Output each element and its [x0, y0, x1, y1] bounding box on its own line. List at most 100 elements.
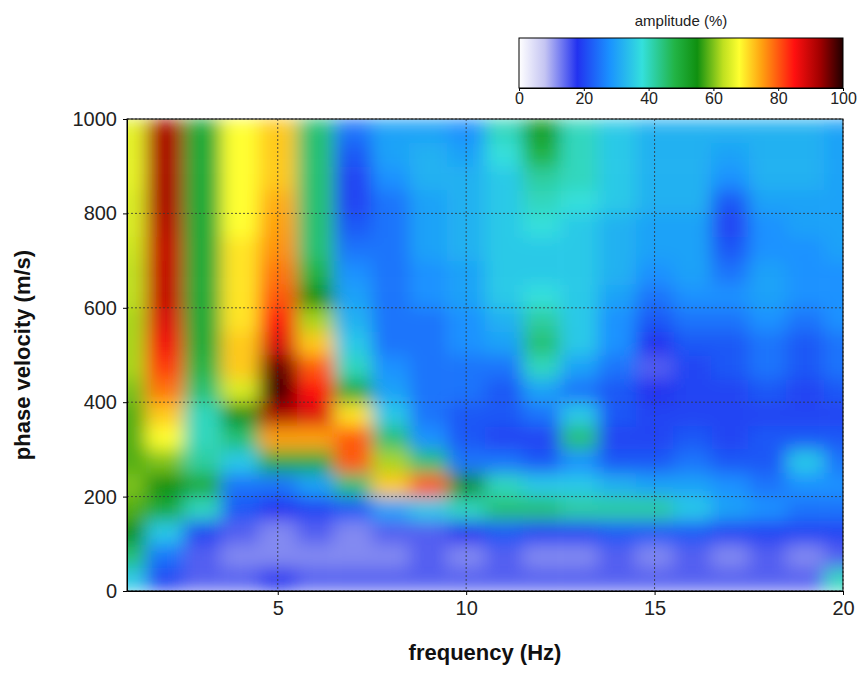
- heatmap-cell: [410, 308, 448, 332]
- heatmap-cell: [372, 119, 410, 143]
- heatmap-cell: [372, 331, 410, 355]
- heatmap-cell: [127, 473, 146, 497]
- heatmap-cell: [297, 520, 335, 544]
- heatmap-cell: [824, 520, 843, 544]
- heatmap-cell: [786, 284, 824, 308]
- heatmap-cell: [485, 426, 523, 450]
- heatmap-cell: [824, 544, 843, 568]
- heatmap-cell: [146, 213, 184, 237]
- heatmap-cell: [749, 119, 787, 143]
- y-axis-title: phase velocity (m/s): [10, 250, 35, 460]
- heatmap-cell: [184, 544, 222, 568]
- heatmap-cell: [786, 261, 824, 285]
- plot-area: [127, 119, 843, 591]
- heatmap-cell: [334, 213, 372, 237]
- tick-mark: [123, 308, 127, 309]
- heatmap-cell: [334, 237, 372, 261]
- heatmap-cell: [598, 143, 636, 167]
- x-axis-tick: 15: [644, 591, 666, 619]
- heatmap-cell: [711, 213, 749, 237]
- heatmap-cell: [786, 213, 824, 237]
- heatmap-cell: [523, 473, 561, 497]
- heatmap-cell: [711, 331, 749, 355]
- y-axis-line: [127, 120, 128, 592]
- heatmap-cell: [372, 449, 410, 473]
- tick-label: 0: [106, 580, 117, 602]
- heatmap-cell: [221, 426, 259, 450]
- heatmap-cell: [184, 284, 222, 308]
- heatmap-cell: [598, 449, 636, 473]
- y-axis-tick: 400: [84, 391, 127, 413]
- tick-mark: [123, 497, 127, 498]
- heatmap-cell: [334, 544, 372, 568]
- heatmap-cell: [146, 284, 184, 308]
- heatmap-cell: [372, 213, 410, 237]
- colorbar-tick: 0: [515, 88, 524, 107]
- heatmap-cell: [560, 449, 598, 473]
- heatmap-cell: [146, 449, 184, 473]
- grid-line-x: [277, 119, 278, 591]
- heatmap-cell: [523, 567, 561, 591]
- heatmap-cell: [334, 119, 372, 143]
- y-axis-tick: 200: [84, 486, 127, 508]
- heatmap-cell: [598, 213, 636, 237]
- heatmap-cell: [786, 426, 824, 450]
- heatmap-cell: [598, 261, 636, 285]
- heatmap-cell: [297, 497, 335, 521]
- heatmap-cell: [372, 261, 410, 285]
- heatmap-cell: [334, 402, 372, 426]
- heatmap-cell: [786, 520, 824, 544]
- heatmap-cell: [259, 449, 297, 473]
- heatmap-cell: [749, 166, 787, 190]
- tick-label: 0: [515, 90, 524, 107]
- heatmap-cell: [297, 190, 335, 214]
- tick-label: 80: [770, 90, 788, 107]
- heatmap-cell: [221, 143, 259, 167]
- heatmap-cell: [560, 426, 598, 450]
- heatmap-cell: [334, 284, 372, 308]
- heatmap-cell: [146, 567, 184, 591]
- colorbar-tick: 20: [575, 88, 593, 107]
- heatmap-cell: [334, 379, 372, 403]
- y-axis-tick: 1000: [73, 108, 128, 130]
- heatmap-cell: [749, 213, 787, 237]
- heatmap-cell: [749, 331, 787, 355]
- heatmap-cell: [523, 449, 561, 473]
- heatmap-cell: [447, 402, 485, 426]
- heatmap-cell: [146, 355, 184, 379]
- heatmap-cell: [127, 308, 146, 332]
- heatmap-cell: [523, 213, 561, 237]
- heatmap-cell: [711, 520, 749, 544]
- heatmap-cell: [824, 237, 843, 261]
- heatmap-cell: [334, 331, 372, 355]
- heatmap-cell: [221, 261, 259, 285]
- heatmap-cell: [523, 497, 561, 521]
- heatmap-cell: [786, 449, 824, 473]
- heatmap-cell: [711, 308, 749, 332]
- heatmap-cell: [560, 143, 598, 167]
- heatmap-cell: [598, 119, 636, 143]
- heatmap-cell: [636, 402, 674, 426]
- heatmap-cell: [146, 331, 184, 355]
- heatmap-cell: [673, 237, 711, 261]
- heatmap-cell: [297, 544, 335, 568]
- tick-label: 40: [640, 90, 658, 107]
- tick-label: 600: [84, 297, 117, 319]
- heatmap-cell: [598, 497, 636, 521]
- tick-mark: [123, 119, 127, 120]
- tick-label: 15: [644, 597, 666, 619]
- heatmap-cell: [786, 237, 824, 261]
- heatmap-cell: [598, 379, 636, 403]
- heatmap-cell: [786, 190, 824, 214]
- heatmap-cell: [410, 190, 448, 214]
- heatmap-cell: [372, 237, 410, 261]
- grid-line-x: [654, 119, 655, 591]
- heatmap-cell: [485, 473, 523, 497]
- heatmap-cell: [485, 166, 523, 190]
- heatmap-cell: [221, 544, 259, 568]
- heatmap-cell: [598, 544, 636, 568]
- heatmap-cell: [184, 355, 222, 379]
- heatmap-cell: [523, 166, 561, 190]
- tick-label: 20: [832, 597, 854, 619]
- heatmap-cell: [184, 190, 222, 214]
